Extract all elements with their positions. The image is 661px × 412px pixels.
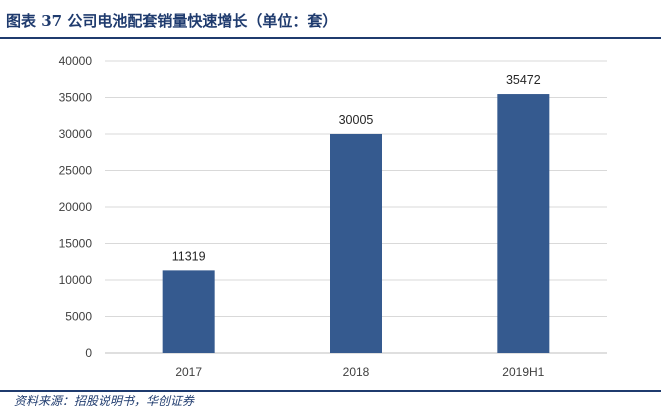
x-tick-label: 2017 <box>175 365 202 379</box>
data-label: 35472 <box>506 73 541 87</box>
source-note: 资料来源：招股说明书，华创证券 <box>14 394 195 408</box>
y-tick-label: 35000 <box>59 91 93 105</box>
figure-title: 图表 37 公司电池配套销量快速增长（单位：套） <box>6 12 338 30</box>
data-label: 30005 <box>339 113 374 127</box>
y-tick-label: 40000 <box>59 54 93 68</box>
x-tick-label: 2019H1 <box>502 365 544 379</box>
bar <box>497 94 550 354</box>
y-tick-label: 20000 <box>59 200 93 214</box>
source-rule <box>0 390 661 392</box>
y-tick-label: 25000 <box>59 164 93 178</box>
bar <box>162 270 215 353</box>
bar-chart: 0 5000 10000 15000 20000 25000 30000 35000 40000… <box>59 54 607 379</box>
x-tick-label: 2018 <box>343 365 370 379</box>
data-label: 11319 <box>172 249 206 263</box>
y-tick-label: 10000 <box>59 273 93 287</box>
y-tick-label: 15000 <box>59 237 93 251</box>
bar <box>330 133 382 353</box>
y-tick-label: 0 <box>85 346 92 360</box>
y-tick-label: 30000 <box>59 127 93 141</box>
title-rule <box>0 37 661 39</box>
y-tick-label: 5000 <box>65 310 92 324</box>
